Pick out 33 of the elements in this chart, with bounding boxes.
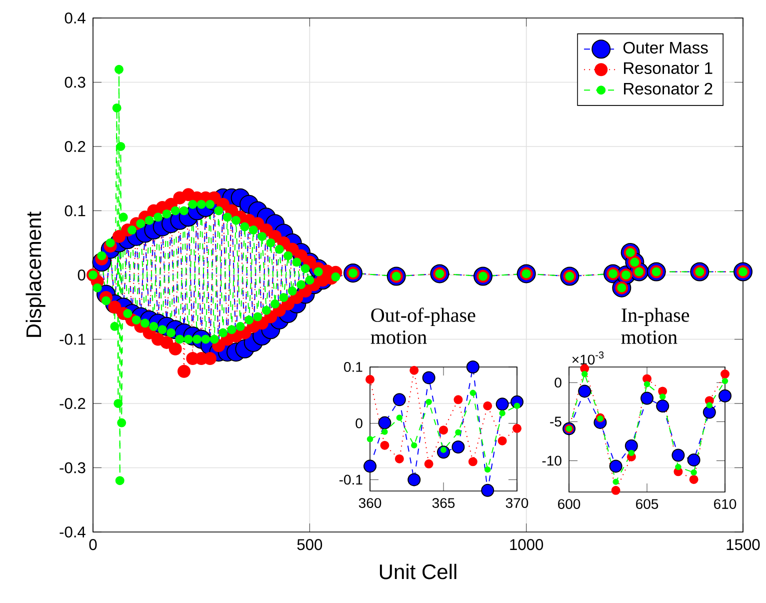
y-tick-label: 0 bbox=[78, 269, 86, 281]
x-tick-label: 1000 bbox=[510, 539, 544, 550]
chart-title: In-phase motion bbox=[621, 308, 690, 344]
legend-label: Outer Mass bbox=[623, 42, 708, 54]
y-tick-label: -0.1 bbox=[339, 474, 362, 485]
y-tick-label: -0.2 bbox=[60, 398, 86, 410]
x-tick-label: 500 bbox=[297, 539, 322, 550]
y-tick-label: -0.4 bbox=[60, 526, 86, 538]
x-tick-label: 360 bbox=[358, 498, 382, 508]
x-tick-label: 0 bbox=[89, 539, 97, 550]
x-tick-label: 370 bbox=[506, 498, 528, 508]
x-axis-title: Unit Cell bbox=[380, 564, 456, 580]
x-tick-label: 610 bbox=[714, 499, 736, 509]
y-tick-label: 0.2 bbox=[64, 140, 86, 152]
y-tick-label: 0.1 bbox=[344, 362, 362, 372]
y-axis-title: Displacement bbox=[26, 212, 46, 337]
x-tick-label: 605 bbox=[636, 499, 658, 509]
legend-label: Resonator 1 bbox=[624, 62, 712, 74]
x-tick-label: 365 bbox=[432, 498, 455, 508]
y-tick-label: -0.1 bbox=[60, 334, 86, 345]
y-tick-label: 0 bbox=[554, 378, 562, 388]
y-tick-label: 0.1 bbox=[64, 205, 86, 216]
annotation: ×10$^{-3}$ bbox=[572, 351, 604, 365]
chart-title: Out-of-phase motion bbox=[370, 308, 476, 344]
y-tick-label: 0.4 bbox=[64, 12, 86, 24]
y-tick-label: -0.3 bbox=[60, 462, 86, 474]
y-tick-label: -10 bbox=[542, 456, 562, 466]
x-tick-label: 1500 bbox=[726, 539, 760, 550]
y-tick-label: -5 bbox=[550, 416, 562, 427]
x-tick-label: 600 bbox=[558, 499, 580, 509]
y-tick-label: 0 bbox=[356, 418, 362, 428]
y-tick-label: 0.3 bbox=[64, 76, 86, 88]
legend-label: Resonator 2 bbox=[624, 82, 712, 95]
